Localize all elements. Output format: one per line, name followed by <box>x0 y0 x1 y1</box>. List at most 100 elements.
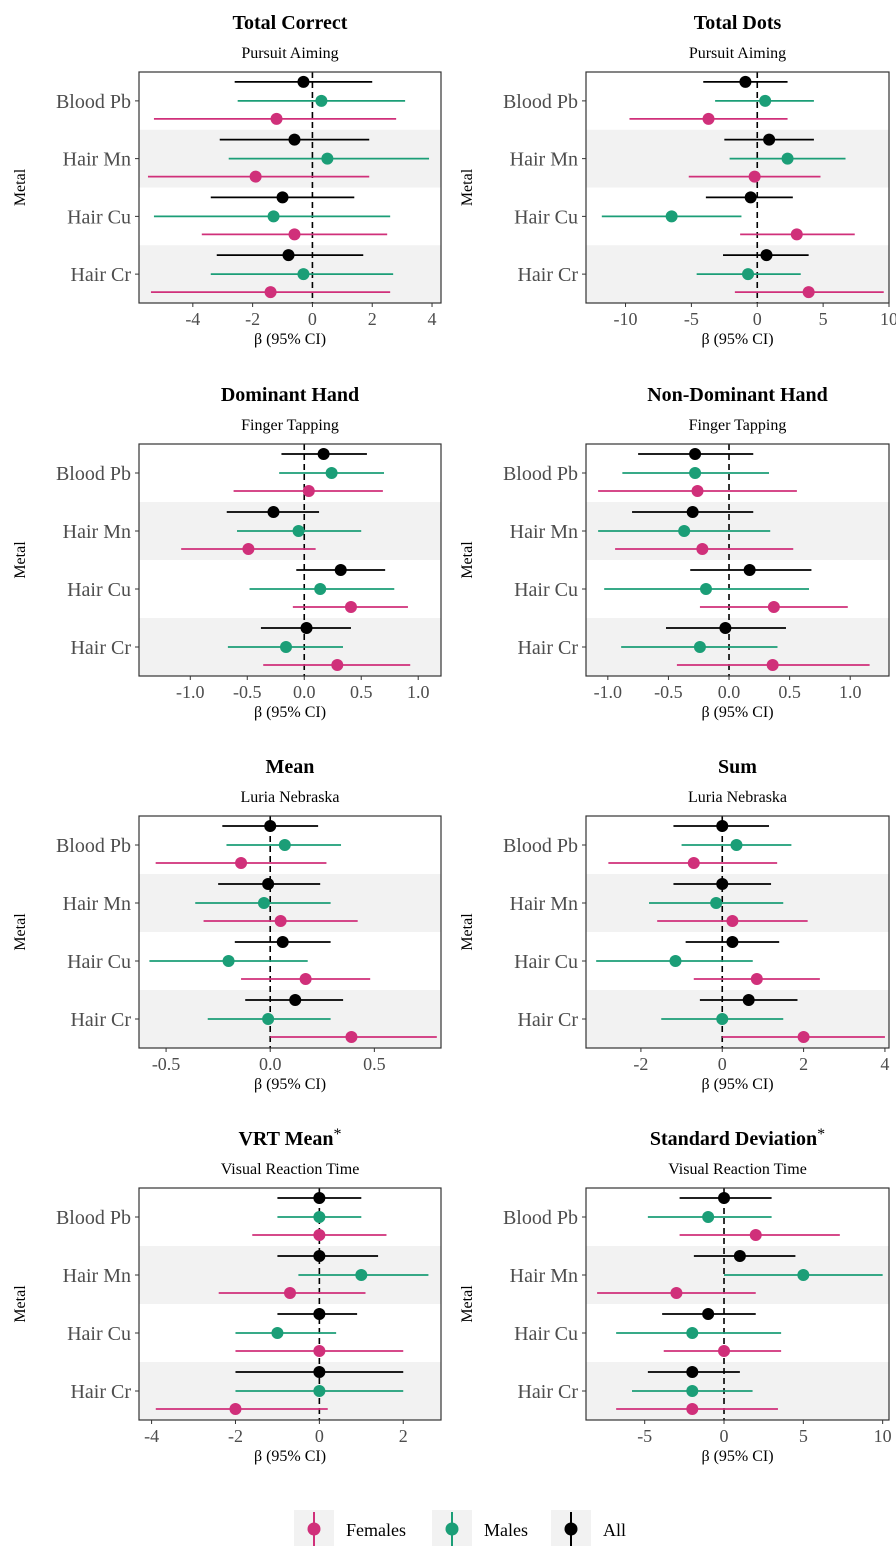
estimate-point-males <box>267 210 280 223</box>
panel-title: Mean <box>266 756 315 778</box>
estimate-point-all <box>718 1192 731 1204</box>
estimate-point-all <box>262 878 275 890</box>
panel-title-text: Total Dots <box>694 12 782 34</box>
x-axis-label: β (95% CI) <box>701 1076 773 1093</box>
estimate-point-females <box>691 485 704 497</box>
x-tick-label: -4 <box>185 309 200 329</box>
panel-border <box>585 815 890 1049</box>
panel-2: Total Dots Pursuit Aiming Blood Pb Hair Mn H… <box>459 12 896 348</box>
legend-item-males: Males <box>432 1510 528 1546</box>
x-tick-label: -2 <box>245 309 260 329</box>
estimate-point-all <box>689 448 702 460</box>
x-tick-label: 0.0 <box>718 682 741 702</box>
panel-title-text: Sum <box>718 756 757 778</box>
estimate-point-females <box>344 601 357 613</box>
panel-border <box>585 443 890 677</box>
x-axis-label: β (95% CI) <box>701 1448 773 1465</box>
y-tick-label: Hair Cu <box>514 1323 578 1345</box>
estimate-point-females <box>313 1229 326 1241</box>
estimate-point-all <box>760 249 773 262</box>
estimate-point-males <box>280 641 293 653</box>
estimate-point-females <box>235 857 248 869</box>
panel-border <box>138 71 442 304</box>
estimate-point-all <box>739 75 752 88</box>
estimate-point-females <box>702 112 715 125</box>
y-tick-label: Hair Cu <box>514 579 578 601</box>
estimate-point-all <box>686 1366 699 1378</box>
x-axis-label: β (95% CI) <box>254 1448 326 1465</box>
x-tick-label: -5 <box>637 1426 652 1446</box>
estimate-point-males <box>797 1269 810 1281</box>
y-tick-label: Hair Cu <box>67 1323 131 1345</box>
estimate-point-females <box>345 1031 358 1043</box>
y-axis-label: Metal <box>459 168 476 206</box>
estimate-point-males <box>271 1327 284 1339</box>
y-tick-label: Blood Pb <box>503 1207 578 1229</box>
x-axis-label: β (95% CI) <box>254 1076 326 1093</box>
estimate-point-males <box>297 268 310 281</box>
estimate-point-males <box>315 94 328 107</box>
estimate-point-females <box>686 1403 699 1415</box>
y-tick-label: Hair Mn <box>63 1265 131 1287</box>
estimate-point-males <box>278 839 291 851</box>
panel-title-text: Dominant Hand <box>221 384 359 406</box>
estimate-point-females <box>718 1345 731 1357</box>
x-tick-label: 0 <box>315 1426 324 1446</box>
estimate-point-females <box>242 543 255 555</box>
estimate-point-females <box>274 915 287 927</box>
y-tick-label: Hair Mn <box>510 1265 578 1287</box>
y-tick-label: Blood Pb <box>56 91 131 113</box>
estimate-point-all <box>313 1308 326 1320</box>
estimate-point-males <box>314 583 327 595</box>
estimate-point-all <box>317 448 330 460</box>
y-tick-label: Hair Cu <box>514 206 578 228</box>
estimate-point-males <box>313 1385 326 1397</box>
estimate-point-all <box>726 936 739 948</box>
estimate-point-males <box>321 152 334 165</box>
estimate-point-females <box>299 973 312 985</box>
x-tick-label: 4 <box>880 1054 889 1074</box>
panel-title-mark: * <box>334 1126 342 1143</box>
panel-title: Sum <box>718 756 757 778</box>
legend-key-point <box>445 1522 459 1536</box>
estimate-point-all <box>264 820 277 832</box>
x-tick-label: -2 <box>228 1426 243 1446</box>
x-tick-label: 0.0 <box>259 1054 282 1074</box>
estimate-point-males <box>355 1269 368 1281</box>
x-tick-label: 10 <box>880 309 896 329</box>
panel-title: Total Dots <box>694 12 782 34</box>
x-axis-label: β (95% CI) <box>701 704 773 721</box>
y-tick-label: Blood Pb <box>503 835 578 857</box>
panel-title-text: Mean <box>266 756 315 778</box>
estimate-point-all <box>313 1192 326 1204</box>
estimate-point-males <box>325 467 338 479</box>
legend-label: All <box>603 1520 626 1540</box>
y-axis-label: Metal <box>12 168 29 206</box>
x-tick-label: -4 <box>144 1426 159 1446</box>
y-tick-label: Hair Cu <box>67 579 131 601</box>
estimate-point-females <box>726 915 739 927</box>
panel-3: Dominant Hand Finger Tapping Blood Pb Hair … <box>12 384 442 721</box>
y-axis-label: Metal <box>459 1285 476 1323</box>
x-tick-label: -5 <box>684 309 699 329</box>
y-tick-label: Hair Mn <box>510 521 578 543</box>
panel-1: Total Correct Pursuit Aiming Blood Pb Hair … <box>12 12 442 348</box>
estimate-point-all <box>702 1308 715 1320</box>
x-tick-label: -2 <box>633 1054 648 1074</box>
panel-8: Standard Deviation* Visual Reaction Time B… <box>459 1126 892 1465</box>
panel-6: Sum Luria Nebraska Blood Pb Hair Mn Hair Cu H… <box>459 756 890 1093</box>
estimate-point-males <box>781 152 794 165</box>
estimate-point-males <box>730 839 743 851</box>
estimate-point-all <box>742 994 755 1006</box>
estimate-point-males <box>313 1211 326 1223</box>
x-tick-label: 0 <box>753 309 762 329</box>
x-axis-label: β (95% CI) <box>701 331 773 348</box>
panel-7: VRT Mean* Visual Reaction Time Blood Pb Hai… <box>12 1126 442 1465</box>
legend-item-females: Females <box>294 1510 406 1546</box>
x-tick-label: 0.0 <box>293 682 316 702</box>
panel-subtitle: Finger Tapping <box>241 417 339 434</box>
y-tick-label: Hair Cu <box>67 206 131 228</box>
estimate-point-all <box>267 506 280 518</box>
estimate-point-males <box>222 955 235 967</box>
panel-4: Non-Dominant Hand Finger Tapping Blood Pb H… <box>459 384 890 721</box>
